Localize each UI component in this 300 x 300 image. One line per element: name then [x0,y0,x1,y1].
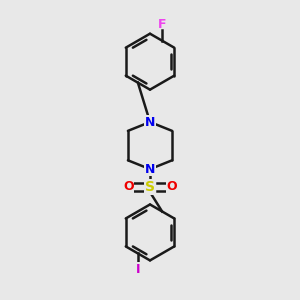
Text: I: I [136,263,140,276]
Text: N: N [145,163,155,176]
Text: N: N [145,116,155,128]
Text: S: S [145,180,155,194]
Text: F: F [158,18,167,31]
Text: O: O [124,180,134,193]
Text: O: O [166,180,176,193]
